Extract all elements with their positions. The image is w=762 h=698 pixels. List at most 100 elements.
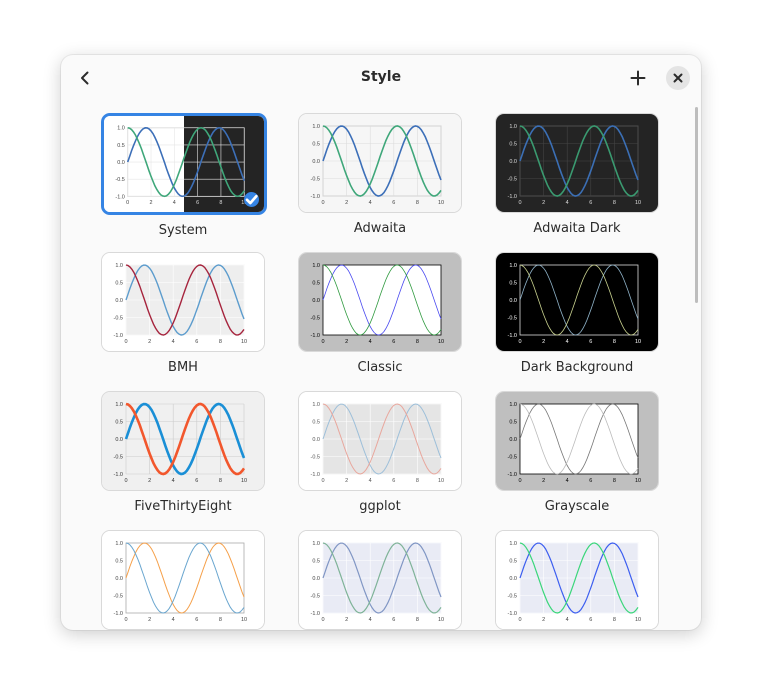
preview-y-tick: -0.5 xyxy=(508,455,517,461)
preview-x-tick: 4 xyxy=(369,200,372,206)
preview-x-tick: 4 xyxy=(172,617,175,623)
style-tile[interactable]: 0 2 4 6 8 10 1.0 0.5 0.0 -0.5 -1.0 Dark Background xyxy=(495,252,659,375)
preview-y-tick: 0.0 xyxy=(509,298,517,304)
preview-x-tick: 8 xyxy=(416,478,419,484)
style-tile[interactable]: 0 2 4 6 8 10 1.0 0.5 0.0 -0.5 -1.0 Grayscale xyxy=(495,391,659,514)
preview-sine-line xyxy=(519,264,639,336)
preview-x-tick: 0 xyxy=(518,478,521,484)
preview-y-tick: 1.0 xyxy=(117,126,125,132)
preview-x-tick: 8 xyxy=(416,339,419,345)
style-tile[interactable]: 0 2 4 6 8 10 1.0 0.5 0.0 -0.5 -1.0 ggplot xyxy=(298,391,462,514)
preview-y-tick: -0.5 xyxy=(115,177,124,183)
preview-y-tick: -0.5 xyxy=(114,316,123,322)
preview-x-tick: 10 xyxy=(241,339,247,345)
preview-x-tick: 10 xyxy=(635,617,641,623)
preview-x-tick: 4 xyxy=(369,617,372,623)
preview-x-tick: 0 xyxy=(321,617,324,623)
preview-x-tick: 0 xyxy=(518,339,521,345)
preview-x-tick: 0 xyxy=(124,339,127,345)
preview-x-tick: 10 xyxy=(438,200,444,206)
preview-x-tick: 2 xyxy=(148,617,151,623)
preview-y-tick: 0.5 xyxy=(117,143,125,149)
style-tile[interactable]: 0 2 4 6 8 10 1.0 0.5 0.0 -0.5 -1.0 Adwaita Dark xyxy=(495,113,659,236)
style-preview-chart: 0 2 4 6 8 10 1.0 0.5 0.0 -0.5 -1.0 xyxy=(299,531,461,629)
style-preview-chart: 0 2 4 6 8 10 1.0 0.5 0.0 -0.5 -1.0 xyxy=(496,253,658,351)
preview-x-tick: 4 xyxy=(566,617,569,623)
preview-x-tick: 2 xyxy=(148,339,151,345)
preview-x-tick: 6 xyxy=(589,339,592,345)
preview-y-tick: 1.0 xyxy=(115,402,123,408)
preview-sine-line xyxy=(322,403,442,475)
preview-x-tick: 4 xyxy=(172,478,175,484)
preview-sine-line xyxy=(124,402,246,476)
style-tile[interactable]: 0 2 4 6 8 10 1.0 0.5 0.0 -0.5 -1.0 Classic xyxy=(298,252,462,375)
style-tile[interactable]: 0 2 4 6 8 10 1.0 0.5 0.0 -0.5 -1.0 xyxy=(298,530,462,630)
style-grid: 0 2 4 6 8 10 1.0 0.5 0.0 -0.5 -1.0 System 0 2 4 6 8 10 1.0… xyxy=(61,101,701,630)
preview-y-tick: 0.5 xyxy=(312,281,320,287)
preview-y-tick: -1.0 xyxy=(114,611,123,617)
style-preview-chart: 0 2 4 6 8 10 1.0 0.5 0.0 -0.5 -1.0 xyxy=(496,531,658,629)
style-name-label: FiveThirtyEight xyxy=(134,499,232,514)
preview-x-tick: 2 xyxy=(150,200,153,206)
preview-y-tick: 0.5 xyxy=(509,559,517,565)
scrollbar[interactable] xyxy=(695,107,698,303)
preview-sine-line xyxy=(519,125,639,197)
preview-y-tick: 1.0 xyxy=(115,541,123,547)
preview-x-tick: 10 xyxy=(241,617,247,623)
preview-cosine-line xyxy=(322,125,442,197)
preview-y-tick: -1.0 xyxy=(311,194,320,200)
preview-y-tick: 0.0 xyxy=(509,159,517,165)
preview-sine-line xyxy=(322,264,442,336)
preview-y-tick: -0.5 xyxy=(508,316,517,322)
preview-x-tick: 2 xyxy=(345,339,348,345)
preview-sine-line xyxy=(126,126,245,198)
style-preview-chart: 0 2 4 6 8 10 1.0 0.5 0.0 -0.5 -1.0 xyxy=(102,392,264,490)
preview-x-tick: 8 xyxy=(613,617,616,623)
style-name-label: Grayscale xyxy=(544,499,610,514)
preview-y-tick: 0.0 xyxy=(312,159,320,165)
preview-y-tick: 0.0 xyxy=(312,576,320,582)
preview-y-tick: 1.0 xyxy=(509,541,517,547)
preview-x-tick: 0 xyxy=(321,478,324,484)
style-tile[interactable]: 0 2 4 6 8 10 1.0 0.5 0.0 -0.5 -1.0 Adwaita xyxy=(298,113,462,236)
preview-y-tick: 1.0 xyxy=(312,402,320,408)
preview-y-tick: 1.0 xyxy=(312,263,320,269)
style-preview-chart: 0 2 4 6 8 10 1.0 0.5 0.0 -0.5 -1.0 xyxy=(496,114,658,212)
preview-y-tick: -0.5 xyxy=(311,455,320,461)
preview-x-tick: 8 xyxy=(416,200,419,206)
preview-x-tick: 2 xyxy=(542,339,545,345)
preview-y-tick: -0.5 xyxy=(311,316,320,322)
preview-x-tick: 0 xyxy=(321,200,324,206)
style-tile[interactable]: 0 2 4 6 8 10 1.0 0.5 0.0 -0.5 -1.0 FiveThirtyEight xyxy=(101,391,265,514)
style-tile[interactable]: 0 2 4 6 8 10 1.0 0.5 0.0 -0.5 -1.0 BMH xyxy=(101,252,265,375)
preview-cosine-line xyxy=(322,264,442,336)
preview-y-tick: 0.5 xyxy=(115,420,123,426)
back-button[interactable] xyxy=(71,64,99,92)
preview-sine-line xyxy=(125,264,245,336)
style-tile[interactable]: 0 2 4 6 8 10 1.0 0.5 0.0 -0.5 -1.0 xyxy=(495,530,659,630)
preview-x-tick: 4 xyxy=(173,200,176,206)
style-name-label: Adwaita Dark xyxy=(533,221,621,236)
preview-y-tick: 1.0 xyxy=(509,124,517,130)
close-button[interactable] xyxy=(666,66,690,90)
preview-x-tick: 8 xyxy=(219,339,222,345)
preview-x-tick: 10 xyxy=(438,478,444,484)
style-tile[interactable]: 0 2 4 6 8 10 1.0 0.5 0.0 -0.5 -1.0 xyxy=(101,530,265,630)
preview-y-tick: 0.5 xyxy=(115,559,123,565)
add-style-button[interactable] xyxy=(624,64,652,92)
preview-x-tick: 4 xyxy=(369,478,372,484)
window-close-icon xyxy=(673,73,683,83)
